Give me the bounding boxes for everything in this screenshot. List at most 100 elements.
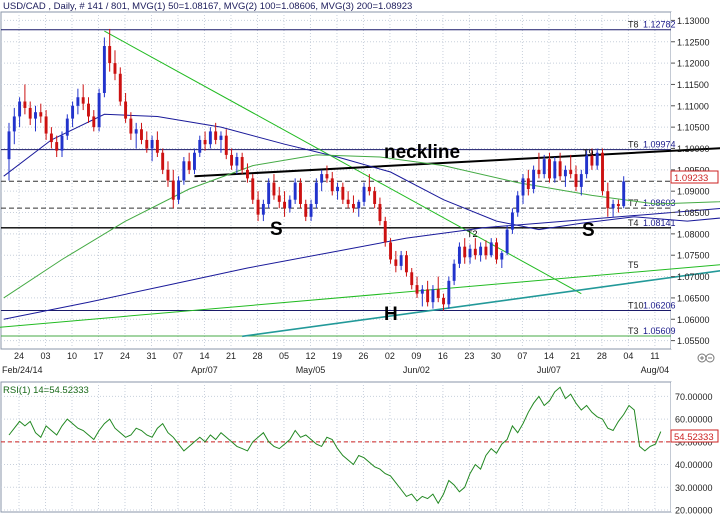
candle: [293, 178, 297, 204]
candle-body: [65, 118, 69, 136]
rsi-title: RSI(1) 14=54.52333: [3, 385, 89, 396]
candle-body: [118, 73, 122, 102]
candle-body: [134, 129, 138, 134]
candle-body: [473, 248, 477, 256]
t2-label: T2: [467, 229, 478, 239]
candle: [177, 176, 181, 204]
candle-body: [484, 246, 488, 256]
day-tick-label: 02: [385, 351, 395, 361]
candle-body: [346, 199, 350, 204]
candle: [558, 152, 562, 181]
candle-body: [309, 203, 313, 217]
grid-layer: [1, 12, 671, 512]
day-tick-label: 16: [438, 351, 448, 361]
candle-body: [367, 186, 371, 192]
level-value-t7: 1.08603: [643, 198, 676, 208]
lower-support-line: [0, 264, 720, 328]
candle: [49, 127, 53, 149]
day-tick-label: 21: [226, 351, 236, 361]
candle-body: [373, 191, 377, 204]
candle-body: [224, 135, 228, 155]
candle: [55, 135, 59, 158]
left-shoulder-label: S: [270, 219, 283, 240]
candle-body: [76, 97, 80, 106]
candle: [44, 110, 48, 140]
candle-body: [420, 289, 424, 294]
candle: [34, 105, 37, 132]
candle-body: [611, 203, 615, 209]
candle: [431, 285, 435, 309]
rsi-tick-label: 20.00000: [675, 506, 713, 516]
candle: [346, 191, 350, 209]
candle: [553, 157, 557, 183]
price-tick-label: 1.11500: [677, 80, 709, 90]
zoom-out-icon[interactable]: [705, 353, 715, 363]
candle-body: [404, 255, 408, 273]
candle-body: [585, 154, 589, 175]
candle: [118, 67, 122, 106]
candle: [28, 101, 32, 125]
candle-body: [495, 242, 498, 260]
price-tick-label: 1.13000: [677, 16, 710, 26]
price-tick-label: 1.11000: [677, 101, 709, 111]
candle: [87, 97, 90, 123]
zoom-in-icon[interactable]: [697, 353, 707, 363]
candle: [272, 174, 276, 200]
candle: [404, 250, 408, 277]
candle: [330, 171, 334, 196]
rsi-tick-label: 40.00000: [675, 460, 713, 470]
candle: [134, 122, 138, 149]
candle: [362, 182, 366, 207]
candle: [320, 169, 324, 192]
candle-body: [150, 139, 154, 149]
candle: [526, 169, 530, 196]
month-tick-label: May/05: [296, 365, 326, 375]
uptrend-support-line: [242, 270, 720, 338]
candle: [171, 169, 175, 209]
current-price-label: 1.09233: [674, 173, 708, 184]
candle: [489, 238, 493, 258]
candle-body: [399, 255, 403, 266]
rsi-tick-label: 60.00000: [675, 415, 713, 425]
candle: [166, 161, 170, 187]
candle-body: [532, 169, 536, 190]
day-tick-label: 11: [650, 351, 659, 361]
levels-layer: T8 1.12782 T6 1.09974 T7 1.08603 T4 1.08141 T5 T1…: [1, 20, 676, 337]
candle: [235, 152, 239, 175]
candle-body: [124, 101, 128, 119]
level-label-t3: T3: [628, 326, 639, 336]
candle: [193, 148, 196, 175]
candle: [18, 97, 22, 128]
candle-body: [145, 139, 149, 149]
candle: [590, 148, 594, 170]
candle-body: [293, 182, 297, 200]
candle-body: [277, 195, 281, 202]
candle-body: [55, 142, 59, 151]
candle: [97, 88, 101, 132]
candle-body: [452, 263, 456, 281]
candle: [532, 165, 536, 194]
candle: [611, 199, 615, 217]
candle: [341, 182, 345, 204]
candle-body: [49, 133, 53, 143]
candle: [7, 122, 11, 181]
candle-body: [92, 116, 96, 128]
candle-body: [272, 182, 276, 196]
axis-labels-layer: 1.13000 1.12500 1.12000 1.11500 1.11000 1.105…: [2, 16, 713, 516]
candle: [309, 199, 313, 222]
candle-body: [320, 174, 324, 183]
candle-body: [510, 212, 514, 230]
candle-body: [34, 112, 37, 119]
candle: [357, 199, 361, 217]
candle: [60, 131, 64, 158]
month-tick-label: Feb/24/14: [2, 365, 43, 375]
candle-body: [442, 297, 445, 305]
level-label-t6: T6: [628, 140, 639, 150]
candle: [394, 250, 398, 273]
candle: [468, 244, 472, 264]
candle-body: [177, 180, 181, 200]
price-tick-label: 1.06500: [677, 293, 710, 303]
candle-body: [389, 242, 392, 260]
